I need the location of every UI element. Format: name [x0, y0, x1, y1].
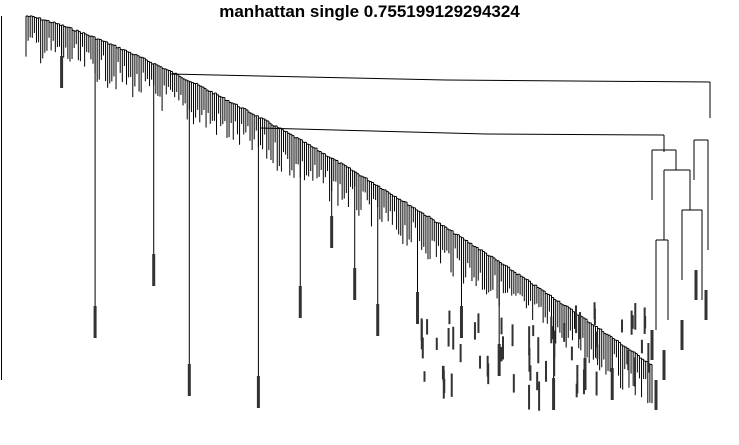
leaf-cluster-block — [497, 344, 501, 376]
leaf-cluster-block — [579, 312, 582, 340]
mid-connector — [259, 127, 487, 135]
leaf-cluster-block — [426, 319, 429, 335]
leaf-cluster-block — [621, 319, 624, 333]
leaf-cluster-block — [538, 381, 541, 411]
leaf-cluster-block — [610, 368, 614, 400]
leaf-cluster-block — [256, 376, 260, 408]
leaf-cluster-block — [187, 364, 191, 396]
leaf-cluster-block — [570, 346, 573, 361]
leaf-cluster-block — [553, 357, 556, 377]
leaf-cluster-block — [694, 270, 698, 300]
leaf-cluster-block — [421, 337, 424, 359]
leaf-cluster-block — [595, 371, 598, 396]
leaf-cluster-block — [662, 350, 666, 380]
leaf-cluster-block — [654, 380, 658, 410]
leaf-cluster-block — [545, 360, 548, 382]
leaf-cluster-block — [583, 358, 587, 390]
leaf-cluster-block — [634, 303, 637, 330]
leaf-cluster-block — [502, 336, 505, 360]
leaf-cluster-block — [448, 310, 451, 325]
leaf-cluster-block — [376, 304, 380, 336]
mid-connector — [485, 133, 665, 136]
leaf-cluster-block — [511, 324, 514, 347]
leaf-cluster-block — [528, 384, 531, 410]
leaf-cluster-block — [631, 315, 634, 329]
chart-title: manhattan single 0.755199129294324 — [219, 2, 520, 21]
leaf-cluster-block — [536, 371, 539, 391]
leaf-cluster-block — [443, 378, 446, 394]
upper-connector — [169, 73, 447, 81]
leaf-cluster-block — [633, 357, 636, 387]
leaf-cluster-block — [550, 316, 553, 344]
leaf-cluster-block — [650, 330, 654, 360]
leaf-cluster-block — [563, 322, 566, 342]
dendrogram-links — [25, 15, 711, 411]
leaf-cluster-block — [582, 369, 585, 395]
leaf-cluster-block — [630, 310, 633, 335]
leaf-cluster-block — [298, 286, 302, 318]
leaf-cluster-block — [644, 315, 647, 329]
leaf-cluster-block — [595, 331, 598, 348]
leaf-cluster-block — [593, 308, 596, 325]
leaf-cluster-block — [450, 373, 453, 397]
leaf-cluster-block — [529, 365, 532, 381]
leaf-cluster-block — [500, 346, 503, 362]
leaf-cluster-block — [680, 320, 684, 350]
leaf-cluster-block — [528, 348, 531, 372]
leaf-cluster-block — [704, 290, 708, 320]
leaf-cluster-block — [574, 305, 577, 334]
leaf-cluster-block — [512, 374, 515, 393]
leaf-cluster-block — [420, 320, 423, 350]
leaf-cluster-block — [459, 306, 463, 338]
upper-connector — [445, 79, 711, 83]
leaf-cluster-block — [596, 344, 599, 360]
leaf-cluster-block — [576, 365, 579, 394]
leaf-cluster-block — [93, 306, 97, 338]
leaf-cluster-block — [500, 317, 503, 335]
leaf-cluster-block — [459, 343, 462, 363]
leaf-cluster-block — [532, 325, 535, 337]
leaf-cluster-block — [435, 337, 438, 351]
leaf-cluster-block — [528, 326, 531, 356]
leaf-cluster-block — [479, 355, 482, 369]
leaf-cluster-block — [416, 292, 420, 324]
leaf-cluster-block — [60, 56, 64, 88]
leaf-cluster-block — [477, 313, 480, 333]
leaf-cluster-block — [473, 322, 476, 340]
leaf-cluster-block — [353, 268, 357, 300]
leaf-cluster-block — [447, 327, 450, 347]
leaf-cluster-block — [553, 330, 556, 358]
leaf-cluster-block — [452, 326, 455, 350]
leaf-cluster-block — [537, 337, 540, 364]
leaf-cluster-block — [640, 339, 643, 354]
leaf-cluster-block — [627, 349, 630, 371]
leaf-cluster-block — [423, 371, 426, 382]
leaf-cluster-block — [552, 378, 556, 410]
leaf-cluster-block — [330, 216, 334, 248]
leaf-cluster-block — [647, 343, 650, 373]
leaf-cluster-block — [486, 355, 489, 377]
leaf-cluster-block — [152, 254, 156, 286]
